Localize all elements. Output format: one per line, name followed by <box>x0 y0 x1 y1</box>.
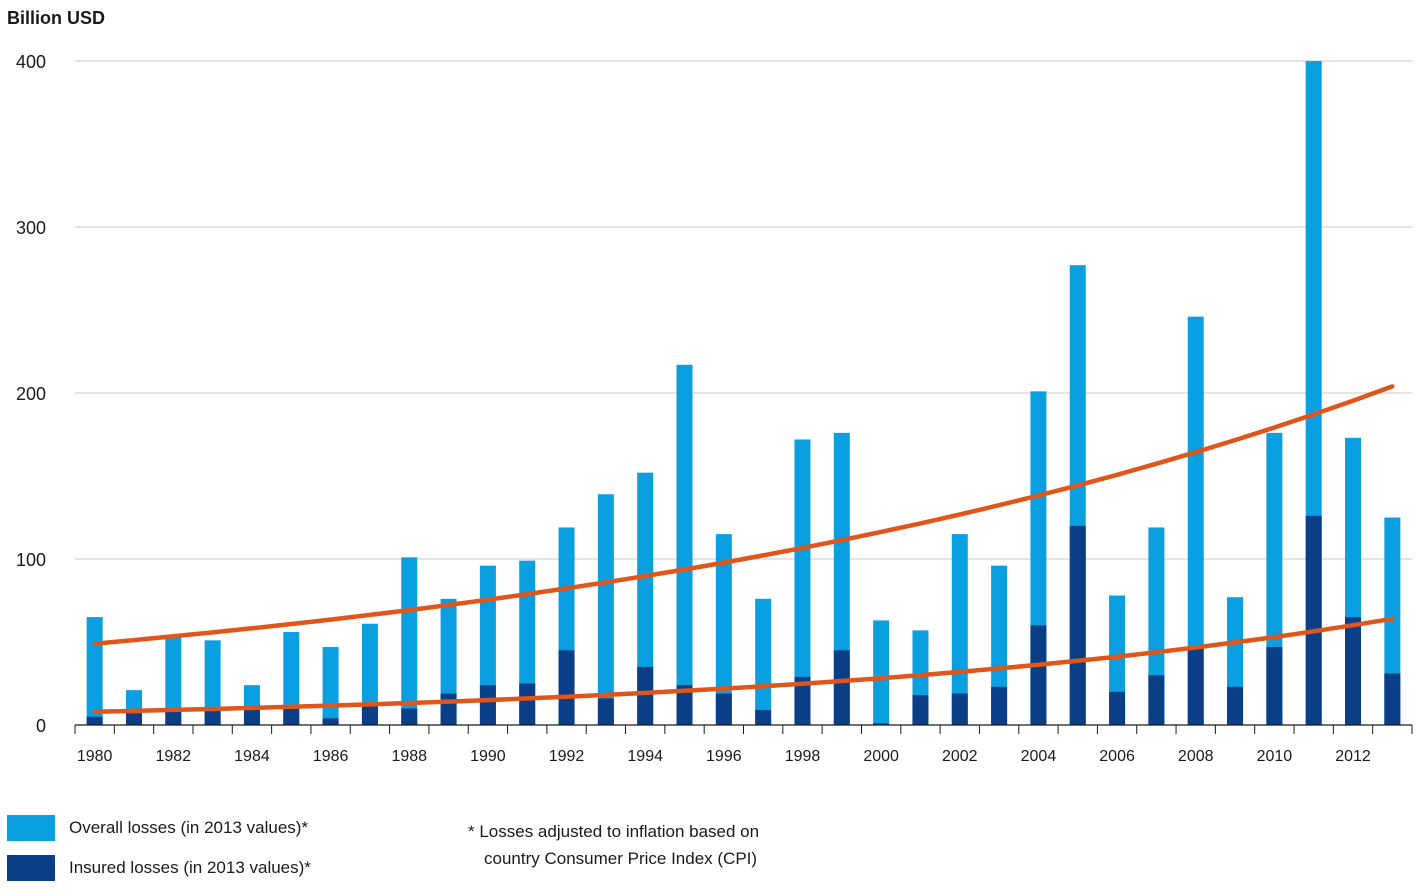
x-tick-label-1992: 1992 <box>549 748 585 765</box>
insured-swatch <box>7 855 55 881</box>
legend-label-overall: Overall losses (in 2013 values)* <box>69 818 309 837</box>
bar-insured-1986 <box>322 718 339 725</box>
bar-insured-2009 <box>1227 686 1244 725</box>
bar-insured-1995 <box>676 685 693 725</box>
trendline-overall <box>92 384 1395 646</box>
x-tick-label-2008: 2008 <box>1178 748 1214 765</box>
bar-insured-1987 <box>361 703 378 725</box>
bar-insured-2013 <box>1384 673 1401 725</box>
bar-overall-1982 <box>165 637 182 725</box>
bar-insured-1980 <box>86 716 103 725</box>
bar-insured-1982 <box>165 711 182 725</box>
x-tick-label-2006: 2006 <box>1099 748 1135 765</box>
bar-insured-2006 <box>1109 691 1126 725</box>
x-tick-label-2000: 2000 <box>863 748 899 765</box>
bar-insured-1991 <box>519 683 536 725</box>
bar-insured-2000 <box>873 723 890 725</box>
bar-overall-2002 <box>951 534 968 725</box>
legend-item-insured: Insured losses (in 2013 values)* <box>7 855 311 881</box>
bar-insured-2010 <box>1266 646 1283 725</box>
bar-insured-1981 <box>125 713 142 725</box>
bar-insured-2008 <box>1187 648 1204 725</box>
x-tick-label-2012: 2012 <box>1335 748 1371 765</box>
bar-insured-1985 <box>283 706 300 725</box>
bar-overall-1998 <box>794 439 811 725</box>
bar-insured-2004 <box>1030 625 1047 725</box>
bar-overall-2008 <box>1187 316 1204 725</box>
y-tick-label-300: 300 <box>16 218 46 238</box>
x-tick-label-2002: 2002 <box>942 748 978 765</box>
insured-losses-bars <box>86 515 1401 725</box>
legend-label-insured: Insured losses (in 2013 values)* <box>69 858 311 877</box>
y-tick-label-400: 400 <box>16 52 46 72</box>
bar-insured-2011 <box>1305 515 1322 725</box>
y-tick-label-0: 0 <box>36 716 46 736</box>
x-tick-label-2010: 2010 <box>1257 748 1293 765</box>
bar-overall-1987 <box>361 623 378 725</box>
x-tick-label-1990: 1990 <box>470 748 506 765</box>
bar-insured-1996 <box>715 693 732 725</box>
bar-overall-1985 <box>283 632 300 725</box>
bar-insured-2002 <box>951 693 968 725</box>
x-tick-label-1982: 1982 <box>156 748 192 765</box>
bar-overall-2003 <box>991 565 1008 725</box>
x-tick-label-2004: 2004 <box>1021 748 1057 765</box>
bar-insured-1993 <box>597 698 614 725</box>
x-tick-label-1998: 1998 <box>785 748 821 765</box>
bar-overall-1986 <box>322 646 339 725</box>
y-axis-ticks: 0 100 200 300 400 <box>16 52 46 736</box>
bar-overall-1997 <box>755 598 772 725</box>
y-tick-label-200: 200 <box>16 384 46 404</box>
legend: Overall losses (in 2013 values)* Insured… <box>7 815 311 895</box>
trendlines <box>92 384 1395 714</box>
x-tick-label-1986: 1986 <box>313 748 349 765</box>
bar-overall-2000 <box>873 620 890 725</box>
bar-insured-1999 <box>833 650 850 725</box>
bar-insured-2005 <box>1069 525 1086 725</box>
legend-item-overall: Overall losses (in 2013 values)* <box>7 815 311 841</box>
bar-insured-1989 <box>440 693 457 725</box>
bar-overall-1980 <box>86 617 103 725</box>
bar-insured-1998 <box>794 676 811 725</box>
bar-overall-1993 <box>597 494 614 725</box>
bar-insured-1994 <box>637 666 654 725</box>
bar-overall-1996 <box>715 534 732 725</box>
bar-insured-1997 <box>755 710 772 725</box>
bar-insured-1990 <box>479 685 496 725</box>
bar-insured-2012 <box>1345 617 1362 725</box>
x-tick-label-1994: 1994 <box>627 748 663 765</box>
x-tick-label-1980: 1980 <box>77 748 113 765</box>
trendline-insured <box>92 616 1395 714</box>
y-tick-label-100: 100 <box>16 550 46 570</box>
bar-overall-1988 <box>401 557 418 725</box>
bar-overall-1994 <box>637 472 654 725</box>
x-tick-label-1996: 1996 <box>706 748 742 765</box>
bar-insured-2003 <box>991 686 1008 725</box>
bar-insured-1992 <box>558 650 575 725</box>
footnote-line-1: * Losses adjusted to inflation based on <box>468 822 760 841</box>
bar-overall-1983 <box>204 640 221 725</box>
x-axis: 1980 1982 1984 1986 1988 1990 1992 1994 1996 1998… <box>74 724 1413 765</box>
bar-insured-1988 <box>401 708 418 725</box>
overall-swatch <box>7 815 55 841</box>
x-tick-label-1988: 1988 <box>391 748 427 765</box>
bar-insured-2001 <box>912 695 929 725</box>
bar-overall-2013 <box>1384 517 1401 725</box>
bar-overall-1995 <box>676 364 693 725</box>
bar-insured-1984 <box>243 708 260 725</box>
x-tick-label-1984: 1984 <box>234 748 270 765</box>
gridlines <box>75 60 1412 560</box>
bar-insured-2007 <box>1148 675 1165 725</box>
bar-insured-1983 <box>204 710 221 725</box>
footnote: * Losses adjusted to inflation based on … <box>468 818 759 872</box>
y-axis-label: Billion USD <box>7 8 105 28</box>
footnote-line-2: country Consumer Price Index (CPI) <box>484 849 758 868</box>
